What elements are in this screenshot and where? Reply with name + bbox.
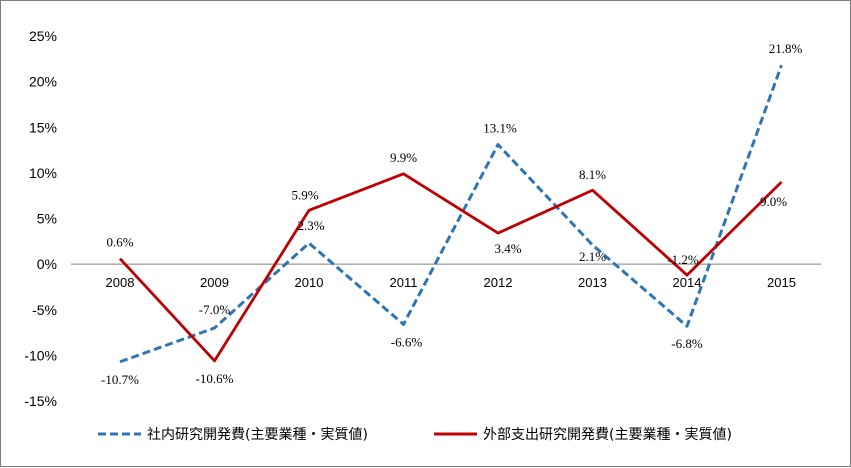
x-axis: 2008 2009 2010 2011 2012 2013 2014 2015 [106,275,796,290]
x-tick-label: 2014 [673,275,702,290]
y-tick-label: -15% [24,393,57,409]
data-label-internal: 2.1% [579,249,606,264]
x-tick-label: 2015 [767,275,796,290]
data-label-external: 3.4% [494,241,521,256]
data-label-internal: -6.6% [391,334,423,349]
data-label-internal: 21.8% [769,41,803,56]
data-label-external: 5.9% [291,187,318,202]
x-tick-label: 2011 [390,275,418,290]
x-tick-label: 2008 [106,275,135,290]
data-label-internal: -6.8% [671,336,703,351]
data-label-internal: 13.1% [483,121,517,136]
y-tick-label: 25% [29,28,57,44]
x-tick-label: 2009 [200,275,229,290]
data-label-external: -1.2% [667,252,699,267]
y-axis: 25% 20% 15% 10% 5% 0% -5% -10% -15% [24,28,57,409]
series-layer [118,64,783,364]
data-label-internal: 2.3% [297,218,324,233]
data-label-external: 9.9% [390,150,417,165]
y-tick-label: 20% [29,74,57,90]
y-tick-label: 15% [29,119,57,135]
legend: 社内研究開発費(主要業種・実質値) 外部支出研究開発費(主要業種・実質値) [98,427,732,443]
series-line-internal [119,64,783,364]
legend-label-external: 外部支出研究開発費(主要業種・実質値) [483,427,732,443]
data-label-external: 9.0% [760,194,787,209]
data-label-internal: -7.0% [199,302,231,317]
data-label-external: 0.6% [106,235,133,250]
y-tick-label: 5% [37,211,57,227]
series-line-external [118,172,783,363]
x-tick-label: 2012 [484,275,513,290]
y-tick-label: -5% [32,302,57,318]
legend-label-internal: 社内研究開発費(主要業種・実質値) [147,427,368,443]
data-labels: -10.7% -7.0% 2.3% -6.6% 13.1% 2.1% -6.8% 21.8% 0… [101,41,802,387]
data-label-external: 8.1% [579,167,606,182]
y-tick-label: 0% [37,256,57,272]
data-label-external: -10.6% [196,371,234,386]
x-tick-label: 2013 [578,275,607,290]
y-tick-label: -10% [24,347,57,363]
data-label-internal: -10.7% [101,372,139,387]
x-tick-label: 2010 [295,275,324,290]
y-tick-label: 10% [29,165,57,181]
